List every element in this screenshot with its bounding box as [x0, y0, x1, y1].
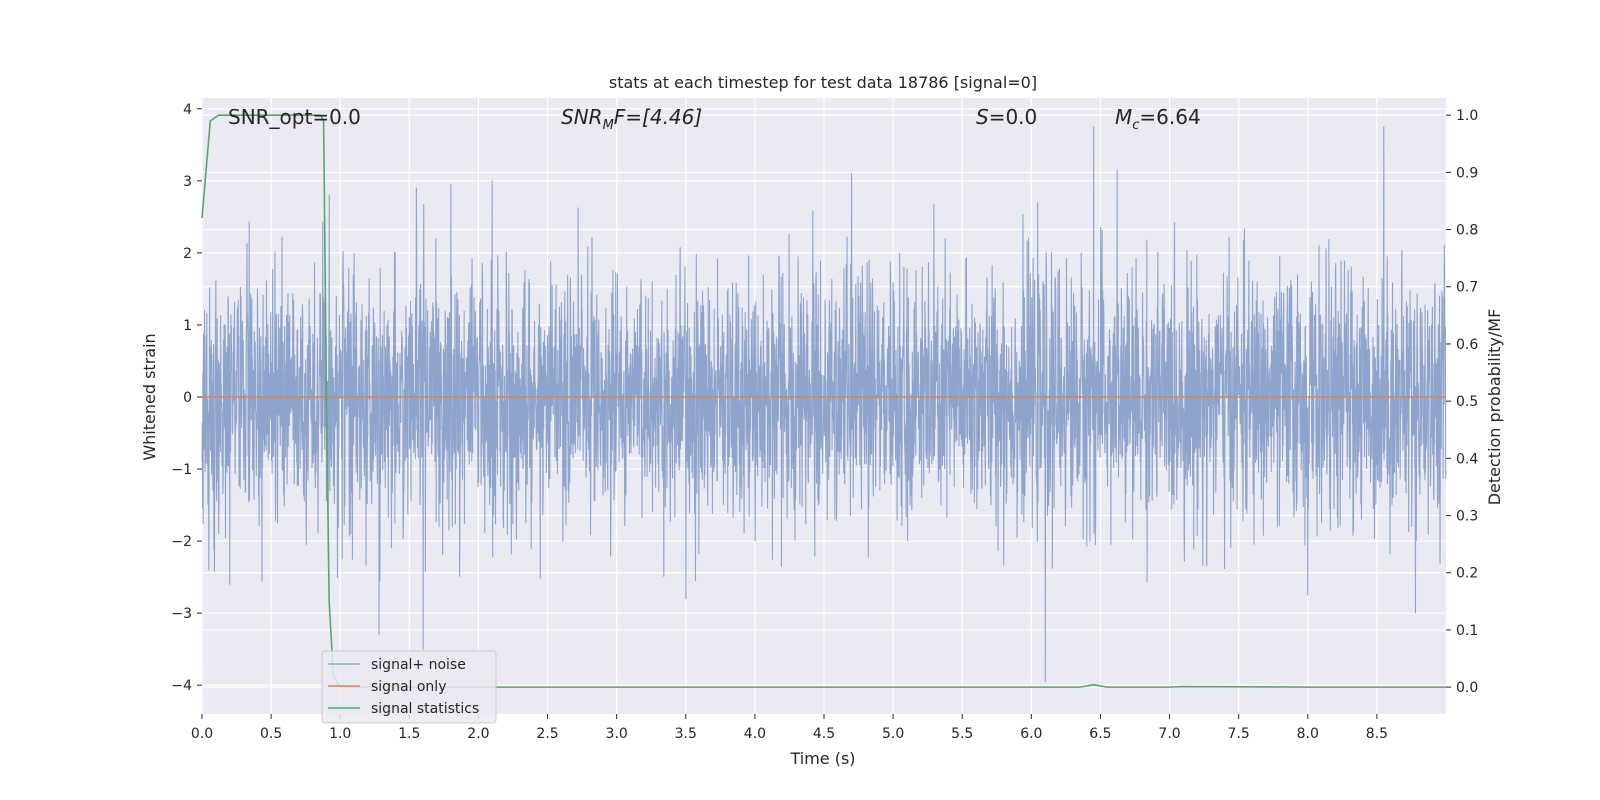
x-tick-label: 2.0 — [467, 726, 489, 742]
x-tick-label: 1.0 — [329, 726, 351, 742]
y-right-tick-label: 0.0 — [1456, 680, 1478, 696]
x-tick-label: 0.5 — [260, 726, 282, 742]
chart-title: stats at each timestep for test data 187… — [609, 73, 1037, 92]
x-tick-label: 2.5 — [536, 726, 558, 742]
y-left-axis-ticks: 4 3 2 1 0 −1 −2 −3 −4 — [171, 102, 202, 694]
annotation-s: S=0.0 — [976, 105, 1037, 129]
y-right-tick-label: 0.6 — [1456, 337, 1478, 353]
annotation-mc-main: M — [1115, 105, 1132, 129]
y-right-axis-ticks: 1.0 0.9 0.8 0.7 0.6 0.5 0.4 0.3 0.2 0.1 0.0 — [1446, 108, 1478, 696]
y-right-tick-label: 0.5 — [1456, 394, 1478, 410]
y-left-tick-label: 2 — [183, 246, 192, 262]
x-tick-label: 4.0 — [744, 726, 766, 742]
y-right-tick-label: 0.8 — [1456, 223, 1478, 239]
x-axis-ticks: 0.0 0.5 1.0 1.5 2.0 2.5 3.0 3.5 4.0 4.5 5.0 5.5 6.0 6… — [191, 714, 1388, 742]
legend-label-signal-noise: signal+ noise — [371, 657, 466, 673]
y-right-tick-label: 0.1 — [1456, 623, 1478, 639]
x-tick-label: 5.5 — [951, 726, 973, 742]
x-tick-label: 5.0 — [882, 726, 904, 742]
legend-frame — [321, 650, 497, 724]
legend: signal+ noise signal only signal statist… — [321, 650, 497, 724]
y-left-tick-label: 0 — [183, 390, 192, 406]
annotation-mc: Mc=6.64 — [1115, 105, 1201, 133]
x-tick-label: 3.5 — [675, 726, 697, 742]
y-left-axis-label: Whitened strain — [140, 333, 159, 460]
y-right-axis-label: Detection probability/MF — [1485, 309, 1504, 506]
y-right-tick-label: 0.4 — [1456, 451, 1478, 467]
y-left-tick-label: −4 — [171, 678, 192, 694]
y-right-tick-label: 0.9 — [1456, 165, 1478, 181]
x-tick-label: 3.0 — [606, 726, 628, 742]
annotation-snr-mf-rest: F=[4.46] — [614, 105, 702, 129]
x-tick-label: 6.0 — [1020, 726, 1042, 742]
x-tick-label: 4.5 — [813, 726, 835, 742]
annotation-mc-rest: =6.64 — [1139, 105, 1200, 129]
annotation-snr-mf-sub: M — [603, 118, 614, 133]
y-left-tick-label: −1 — [171, 462, 192, 478]
annotation-mc-sub: c — [1132, 118, 1139, 133]
x-tick-label: 6.5 — [1089, 726, 1111, 742]
y-left-tick-label: −3 — [171, 606, 192, 622]
y-left-tick-label: 3 — [183, 174, 192, 190]
y-left-tick-label: 4 — [183, 102, 192, 118]
annotation-s-main: S — [976, 105, 989, 129]
x-tick-label: 8.5 — [1366, 726, 1388, 742]
y-right-tick-label: 0.3 — [1456, 509, 1478, 525]
legend-label-signal-only: signal only — [371, 679, 446, 695]
annotation-snr-mf-main: SNR — [561, 105, 603, 129]
x-tick-label: 1.5 — [398, 726, 420, 742]
x-axis-label: Time (s) — [789, 749, 855, 768]
annotation-snr-mf: SNRMF=[4.46] — [561, 105, 702, 133]
x-tick-label: 7.5 — [1228, 726, 1250, 742]
x-tick-label: 0.0 — [191, 726, 213, 742]
annotation-snr-opt: SNR_opt=0.0 — [228, 105, 361, 129]
annotation-s-rest: =0.0 — [989, 105, 1038, 129]
y-right-tick-label: 1.0 — [1456, 108, 1478, 124]
x-tick-label: 7.0 — [1158, 726, 1180, 742]
y-right-tick-label: 0.2 — [1456, 566, 1478, 582]
y-right-tick-label: 0.7 — [1456, 280, 1478, 296]
x-tick-label: 8.0 — [1297, 726, 1319, 742]
y-left-tick-label: 1 — [183, 318, 192, 334]
legend-label-signal-statistics: signal statistics — [371, 701, 479, 717]
y-left-tick-label: −2 — [171, 534, 192, 550]
